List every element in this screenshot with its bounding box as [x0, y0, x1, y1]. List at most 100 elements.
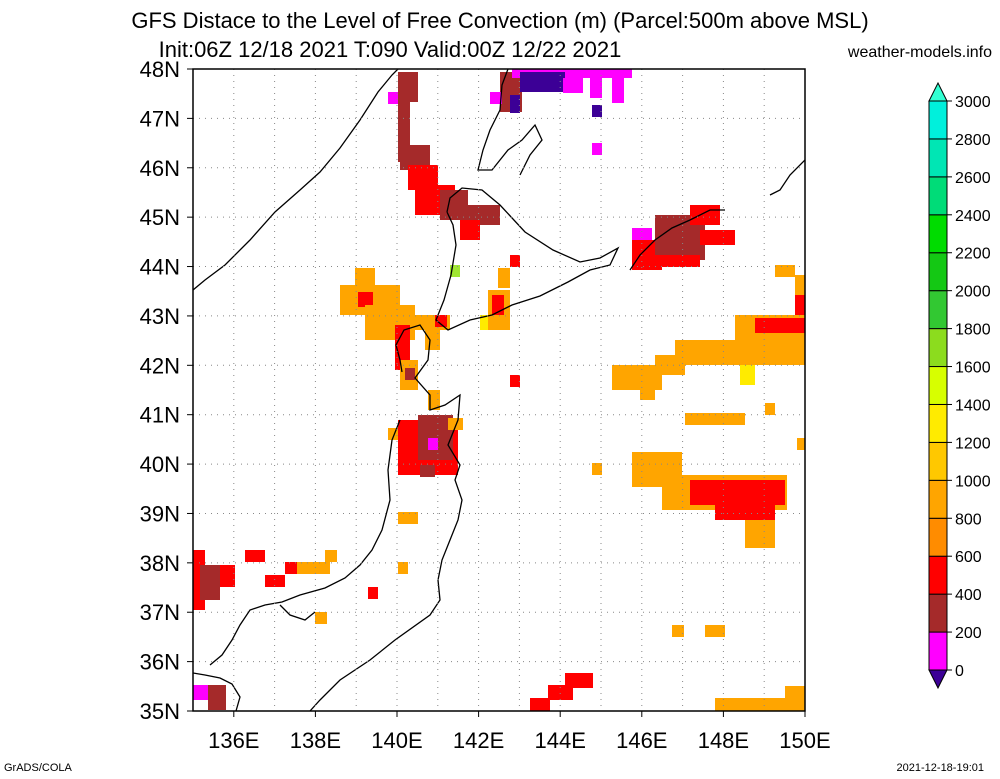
cell: [672, 625, 684, 637]
cell: [530, 698, 550, 711]
lat-tick-label: 47N: [140, 106, 180, 131]
coast-kamchatka: [769, 159, 805, 196]
cell: [325, 550, 337, 562]
cell: [705, 625, 725, 637]
cell: [265, 575, 285, 587]
cell: [592, 105, 602, 117]
colorbar-label: 3000: [955, 94, 991, 111]
cell: [510, 95, 520, 113]
cell: [690, 480, 785, 505]
colorbar-label: 600: [955, 549, 982, 566]
cell: [193, 685, 208, 700]
colorbar-swatch: [928, 290, 948, 330]
lat-tick-label: 46N: [140, 156, 180, 181]
cell: [285, 562, 297, 574]
colorbar: 0 200 400 600 800 1000 1200 1400 1600 1800 2000 220…: [928, 81, 991, 690]
lat-tick-label: 44N: [140, 255, 180, 280]
cell: [358, 292, 373, 307]
cell: [785, 686, 805, 698]
cell: [315, 612, 327, 624]
cell: [498, 268, 510, 288]
cell: [450, 265, 460, 277]
footer-timestamp: 2021-12-18-19:01: [896, 762, 984, 774]
cell: [405, 368, 415, 380]
colorbar-label: 1400: [955, 397, 991, 414]
chart-title: GFS Distace to the Level of Free Convect…: [131, 8, 869, 33]
lon-tick-label: 148E: [698, 728, 749, 753]
chart-subtitle: Init:06Z 12/18 2021 T:090 Valid:00Z 12/2…: [158, 37, 622, 62]
cell: [592, 463, 602, 475]
lat-tick-label: 41N: [140, 403, 180, 428]
colorbar-swatch: [928, 479, 948, 519]
cell: [425, 330, 440, 350]
coast-korea: [193, 672, 241, 711]
colorbar-label: 2400: [955, 208, 991, 225]
lon-tick-label: 138E: [290, 728, 341, 753]
cell: [208, 685, 226, 710]
cell: [655, 355, 685, 375]
cell: [632, 228, 652, 243]
cell: [395, 325, 410, 370]
cell: [355, 268, 375, 288]
coast-asia: [193, 69, 399, 291]
cell: [388, 92, 398, 104]
shaded-field: [193, 69, 805, 711]
colorbar-label: 2200: [955, 246, 991, 263]
cell: [420, 465, 435, 477]
cell: [448, 418, 463, 430]
cell: [245, 550, 265, 562]
lon-tick-label: 150E: [779, 728, 830, 753]
colorbar-swatch: [928, 138, 948, 178]
cell: [520, 72, 565, 92]
lat-tick-label: 39N: [140, 501, 180, 526]
cell: [428, 390, 440, 410]
cell: [655, 255, 700, 267]
colorbar-swatch: [928, 214, 948, 254]
cell: [565, 673, 593, 688]
cell: [548, 685, 573, 700]
site-label: weather-models.info: [847, 44, 992, 61]
colorbar-swatch: [928, 252, 948, 292]
colorbar-arrow-high: [928, 81, 948, 102]
colorbar-swatch: [928, 517, 948, 557]
cell: [200, 565, 220, 600]
cell: [428, 438, 438, 450]
colorbar-label: 400: [955, 587, 982, 604]
cell: [563, 78, 583, 93]
colorbar-label: 1600: [955, 360, 991, 377]
colorbar-swatch: [928, 441, 948, 481]
cell: [612, 78, 624, 103]
cell: [740, 365, 755, 385]
cell: [590, 78, 602, 98]
cell: [715, 698, 805, 711]
cell: [775, 265, 795, 277]
coast-noto: [279, 604, 316, 621]
lat-tick-label: 35N: [140, 699, 180, 724]
colorbar-label: 1800: [955, 322, 991, 339]
cell: [510, 375, 520, 387]
lat-axis: 35N 36N 37N 38N 39N 40N 41N 42N 43N 44N 45N 46N 47N 4…: [140, 57, 193, 724]
cell: [675, 340, 805, 365]
lon-tick-label: 140E: [371, 728, 422, 753]
coast-honshu-west: [209, 419, 401, 666]
cell: [592, 143, 602, 155]
footer-left: GrADS/COLA: [4, 762, 72, 774]
colorbar-label: 1200: [955, 435, 991, 452]
coast-hokkaido: [435, 187, 620, 331]
lon-tick-label: 136E: [208, 728, 259, 753]
lat-tick-label: 40N: [140, 452, 180, 477]
lat-tick-label: 38N: [140, 551, 180, 576]
cell: [460, 220, 480, 240]
lat-tick-label: 36N: [140, 650, 180, 675]
cell: [745, 520, 775, 548]
lat-tick-label: 48N: [140, 57, 180, 82]
cell: [795, 275, 805, 300]
lon-tick-label: 144E: [535, 728, 586, 753]
cell: [510, 255, 520, 267]
coast-honshu: [309, 324, 463, 711]
colorbar-swatch: [928, 593, 948, 633]
cell: [797, 438, 805, 450]
lat-tick-label: 42N: [140, 353, 180, 378]
coast-kurils: [629, 209, 725, 271]
